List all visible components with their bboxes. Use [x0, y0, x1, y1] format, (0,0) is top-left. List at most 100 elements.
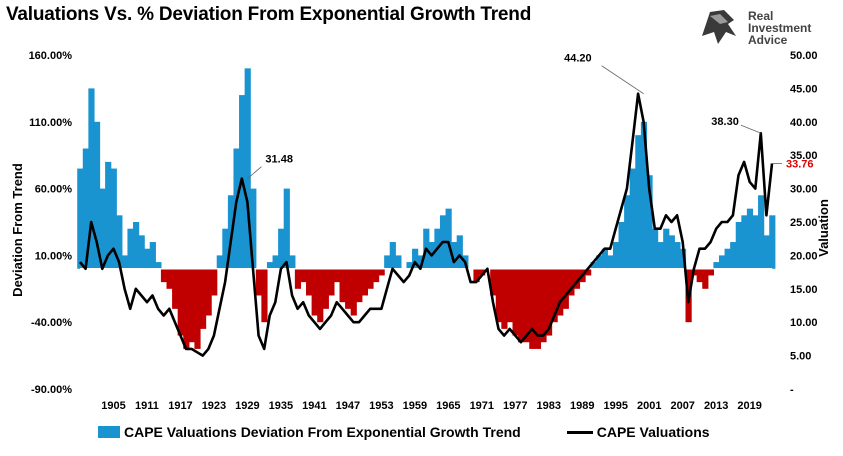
- deviation-bar-2002: [652, 228, 659, 269]
- deviation-bar-1908: [127, 228, 134, 269]
- deviation-bar-1947: [345, 268, 352, 309]
- deviation-bar-1978: [518, 268, 525, 343]
- deviation-bar-1914: [160, 268, 168, 283]
- x-tick-label: 1995: [603, 400, 627, 412]
- y-axis-right-title: Valuation: [816, 199, 831, 257]
- deviation-bar-1942: [317, 268, 324, 323]
- deviation-bar-1906: [116, 215, 123, 269]
- x-tick-label: 1935: [269, 400, 293, 412]
- cape-valuations-line: [79, 92, 774, 357]
- deviation-bar-1997: [624, 195, 631, 269]
- x-tick-label: 1905: [101, 400, 125, 412]
- x-tick-label: 1929: [235, 400, 259, 412]
- deviation-bar-1937: [289, 255, 296, 269]
- deviation-bar-1952: [372, 268, 380, 283]
- deviation-bar-2015: [724, 248, 731, 269]
- legend-label-cape: CAPE Valuations: [596, 424, 710, 440]
- deviation-bar-1960: [417, 255, 424, 269]
- deviation-area-layer: [77, 68, 776, 349]
- deviation-bar-1991: [590, 262, 597, 269]
- deviation-bar-2001: [646, 175, 653, 269]
- left-tick-label: -90.00%: [31, 384, 72, 396]
- annotation-label: 33.76: [786, 158, 814, 170]
- deviation-bar-1983: [545, 268, 553, 336]
- x-tick-label: 1965: [436, 400, 460, 412]
- deviation-bar-1944: [328, 268, 335, 296]
- x-tick-label: 1941: [302, 400, 326, 412]
- logo-line3: Advice: [748, 33, 788, 47]
- deviation-bar-1929: [244, 68, 251, 269]
- deviation-bar-1930: [250, 188, 257, 269]
- annotation-leader: [740, 124, 761, 134]
- deviation-bar-1924: [216, 255, 223, 269]
- annotation-leader: [247, 166, 262, 180]
- deviation-bar-1988: [573, 268, 581, 289]
- deviation-bar-1987: [568, 268, 575, 296]
- deviation-bar-1954: [384, 255, 391, 269]
- deviation-bar-1999: [635, 135, 642, 269]
- x-tick-label: 2001: [637, 400, 661, 412]
- x-tick-label: 1917: [168, 400, 192, 412]
- right-tick-label: 25.00: [790, 217, 818, 229]
- deviation-bar-1948: [350, 268, 357, 316]
- deviation-bar-2018: [741, 215, 748, 269]
- legend-label-deviation: CAPE Valuations Deviation From Exponenti…: [124, 424, 521, 440]
- deviation-bar-1982: [540, 268, 547, 343]
- x-tick-label: 1923: [202, 400, 226, 412]
- deviation-bar-2004: [663, 228, 670, 269]
- deviation-bar-1907: [121, 255, 129, 269]
- right-tick-label: 50.00: [790, 50, 818, 62]
- deviation-bar-1931: [255, 268, 262, 296]
- deviation-bar-1920: [194, 268, 201, 349]
- logo-line2: Investment: [748, 21, 812, 35]
- x-tick-label: 1953: [369, 400, 393, 412]
- deviation-bar-1936: [283, 188, 290, 269]
- deviation-bar-1945: [333, 268, 341, 283]
- deviation-bar-1911: [144, 248, 151, 269]
- deviation-bar-2000: [640, 121, 648, 269]
- deviation-bar-1925: [222, 228, 229, 269]
- legend-swatch-cape: [566, 430, 593, 434]
- deviation-bar-1912: [149, 242, 156, 269]
- logo-icon: [702, 10, 736, 44]
- logo-text: Real Investment Advice: [748, 10, 811, 46]
- deviation-bar-1990: [585, 268, 592, 276]
- deviation-bar-1953: [378, 268, 385, 276]
- deviation-bar-1965: [445, 208, 452, 269]
- legend-swatch-deviation: [98, 426, 120, 438]
- deviation-bar-1905: [110, 168, 117, 269]
- deviation-bar-1913: [155, 262, 162, 269]
- deviation-bar-1919: [188, 268, 196, 343]
- deviation-bar-2017: [735, 222, 742, 269]
- right-axis-ticks: 50.00 45.00 40.00 35.00 30.00 25.00 20.00 15.00…: [790, 50, 818, 396]
- deviation-bar-1899: [77, 168, 84, 269]
- annotations: 31.48 44.20 38.30 33.76: [247, 53, 814, 180]
- x-tick-label: 1959: [403, 400, 427, 412]
- deviation-bar-2023: [769, 215, 776, 269]
- deviation-bar-2021: [758, 195, 765, 269]
- deviation-bar-1918: [183, 268, 190, 349]
- right-tick-label: 20.00: [790, 250, 818, 262]
- deviation-bar-1996: [618, 222, 625, 269]
- deviation-bar-1986: [562, 268, 569, 309]
- chart-title: Valuations Vs. % Deviation From Exponent…: [6, 4, 532, 25]
- deviation-bar-1921: [199, 268, 207, 329]
- deviation-bar-1922: [205, 268, 212, 316]
- deviation-bar-1933: [266, 262, 274, 269]
- deviation-bar-1923: [211, 268, 218, 296]
- legend: CAPE Valuations Deviation From Exponenti…: [98, 424, 710, 440]
- x-tick-label: 1971: [470, 400, 494, 412]
- x-tick-label: 2013: [704, 400, 728, 412]
- right-tick-label: 40.00: [790, 117, 818, 129]
- deviation-bar-1901: [88, 88, 95, 269]
- deviation-bar-1994: [607, 255, 614, 269]
- deviation-bar-1977: [512, 268, 519, 336]
- deviation-bar-1939: [300, 268, 307, 283]
- deviation-bar-1951: [367, 268, 374, 289]
- deviation-bar-1938: [294, 268, 302, 289]
- annotation-label: 31.48: [265, 154, 293, 166]
- deviation-bar-1981: [534, 268, 542, 349]
- deviation-bar-1976: [506, 268, 514, 323]
- deviation-bar-1974: [495, 268, 502, 323]
- deviation-bar-1993: [601, 248, 608, 269]
